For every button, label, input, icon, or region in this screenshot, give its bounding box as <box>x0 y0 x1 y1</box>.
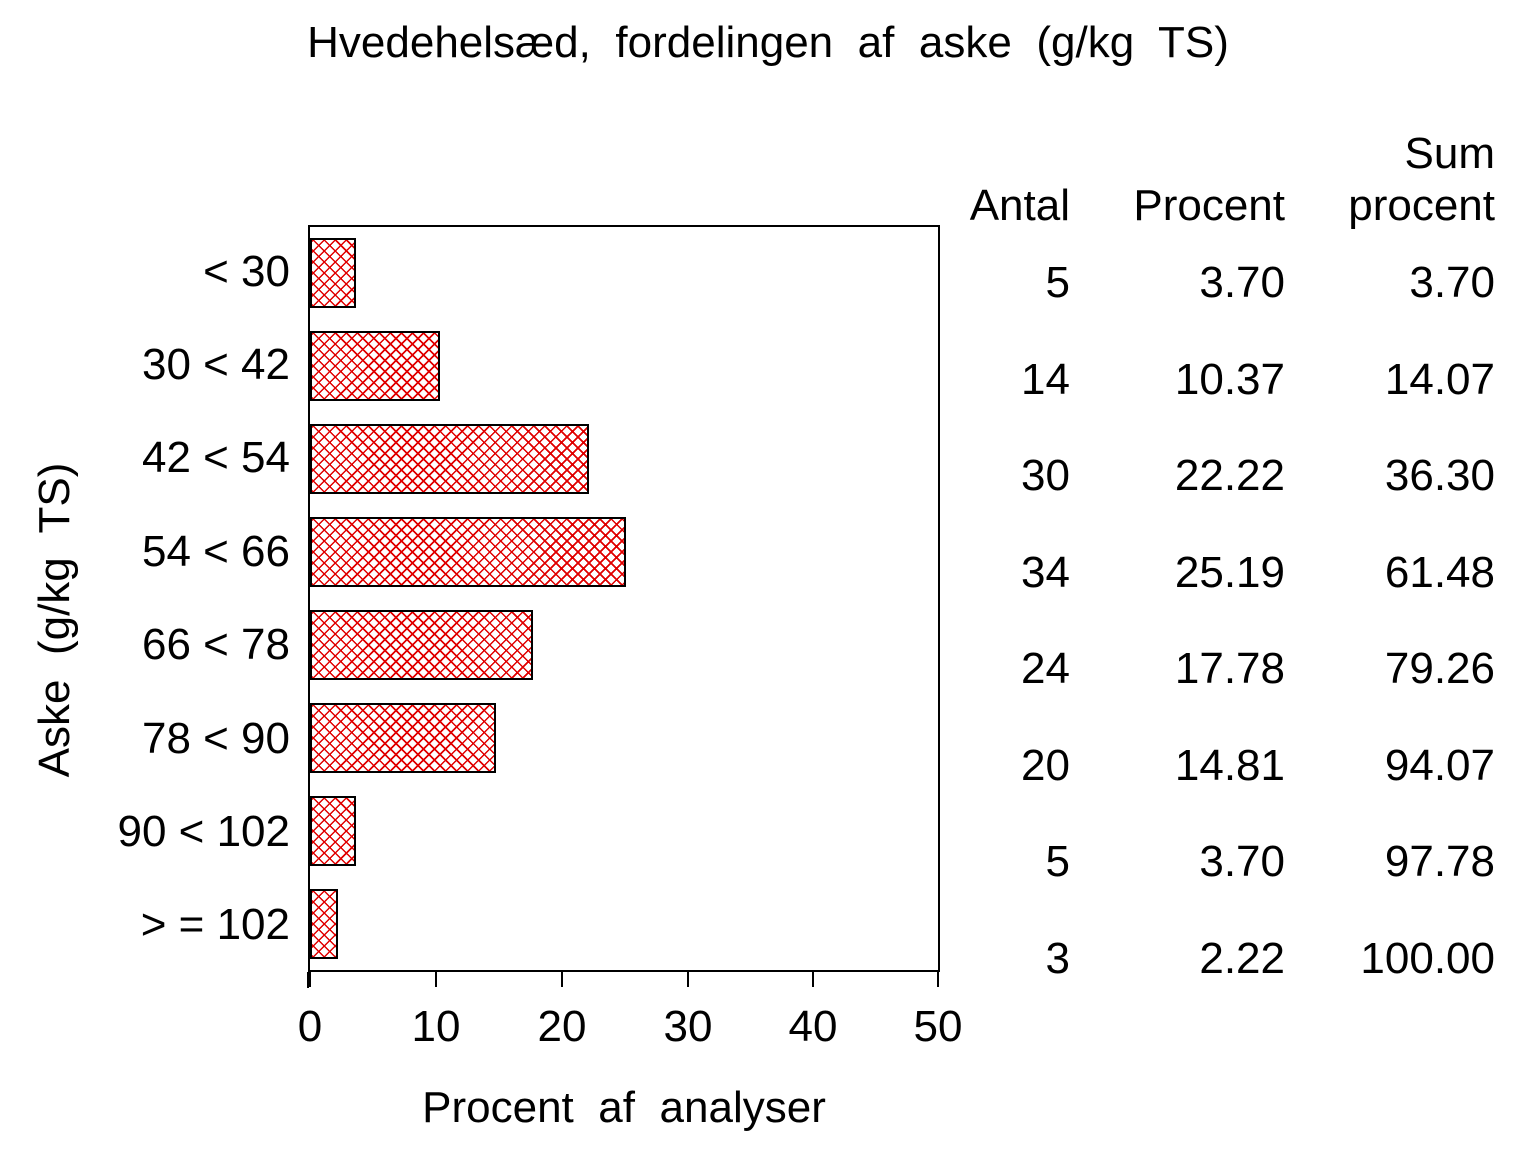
x-axis-title: Procent af analyser <box>422 1083 826 1132</box>
x-axis-tick <box>687 972 689 987</box>
table-row: 3 2.22 100.00 <box>950 911 1495 1008</box>
category-label: 42 < 54 <box>141 433 290 483</box>
y-axis-line-extension <box>307 972 309 988</box>
table-row: 20 14.81 94.07 <box>950 718 1495 815</box>
sum-procent-value: 97.78 <box>1384 837 1495 887</box>
x-axis-tick <box>309 972 311 987</box>
sum-procent-value: 36.30 <box>1384 451 1495 501</box>
bar <box>310 702 496 773</box>
sum-procent-value: 61.48 <box>1384 547 1495 597</box>
procent-value: 10.37 <box>1174 354 1285 404</box>
bar <box>310 888 338 959</box>
bar <box>310 238 357 309</box>
antal-value: 34 <box>1021 547 1070 597</box>
category-label: 30 < 42 <box>141 340 290 390</box>
procent-value: 22.22 <box>1174 451 1285 501</box>
procent-value: 25.19 <box>1174 547 1285 597</box>
bar <box>310 609 534 680</box>
antal-value: 5 <box>1045 837 1070 887</box>
category-label: < 30 <box>203 246 290 296</box>
sum-procent-value: 3.70 <box>1409 258 1495 308</box>
procent-value: 17.78 <box>1174 644 1285 694</box>
x-axis-tick <box>561 972 563 987</box>
sum-procent-value: 14.07 <box>1384 354 1495 404</box>
chart-title: Hvedehelsæd, fordelingen af aske (g/kg T… <box>307 18 1229 67</box>
x-tick-label: 20 <box>537 1002 587 1051</box>
frequency-table: 5 3.70 3.70 14 10.37 14.07 30 22.22 36.3… <box>950 235 1495 1007</box>
y-axis-category-labels: < 30 30 < 42 42 < 54 54 < 66 66 < 78 78 … <box>0 225 291 972</box>
x-tick-label: 0 <box>297 1002 323 1051</box>
table-row: 5 3.70 97.78 <box>950 814 1495 911</box>
category-label: > = 102 <box>140 900 290 950</box>
header-antal: Antal <box>969 181 1070 230</box>
procent-value: 3.70 <box>1199 837 1285 887</box>
antal-value: 5 <box>1045 258 1070 308</box>
antal-value: 3 <box>1045 933 1070 983</box>
frequency-table-header: Antal Procent Sum procent <box>950 120 1495 232</box>
category-label: 54 < 66 <box>141 526 290 576</box>
antal-value: 30 <box>1021 451 1070 501</box>
x-tick-label: 50 <box>913 1002 963 1051</box>
header-sum-line1: Sum <box>1404 129 1495 178</box>
sum-procent-value: 79.26 <box>1384 644 1495 694</box>
header-procent: Procent <box>1133 181 1285 230</box>
header-sum-procent: Sum procent <box>1285 128 1495 232</box>
x-axis-tick <box>937 972 939 987</box>
bar <box>310 795 357 866</box>
plot-area <box>308 225 940 972</box>
table-row: 14 10.37 14.07 <box>950 332 1495 429</box>
table-row: 5 3.70 3.70 <box>950 235 1495 332</box>
category-label: 90 < 102 <box>117 806 291 856</box>
sum-procent-value: 94.07 <box>1384 740 1495 790</box>
category-label: 66 < 78 <box>141 620 290 670</box>
bar <box>310 517 627 588</box>
antal-value: 20 <box>1021 740 1070 790</box>
x-tick-label: 30 <box>663 1002 713 1051</box>
sum-procent-value: 100.00 <box>1360 933 1495 983</box>
category-label: 78 < 90 <box>141 713 290 763</box>
antal-value: 24 <box>1021 644 1070 694</box>
x-axis-tick <box>435 972 437 987</box>
antal-value: 14 <box>1021 354 1070 404</box>
x-tick-label: 10 <box>411 1002 461 1051</box>
x-axis-tick <box>812 972 814 987</box>
header-sum-line2: procent <box>1348 181 1495 230</box>
bar <box>310 424 590 495</box>
table-row: 30 22.22 36.30 <box>950 428 1495 525</box>
table-row: 34 25.19 61.48 <box>950 525 1495 622</box>
procent-value: 3.70 <box>1199 258 1285 308</box>
bar <box>310 331 441 402</box>
procent-value: 2.22 <box>1199 933 1285 983</box>
x-tick-label: 40 <box>788 1002 838 1051</box>
procent-value: 14.81 <box>1174 740 1285 790</box>
table-row: 24 17.78 79.26 <box>950 621 1495 718</box>
